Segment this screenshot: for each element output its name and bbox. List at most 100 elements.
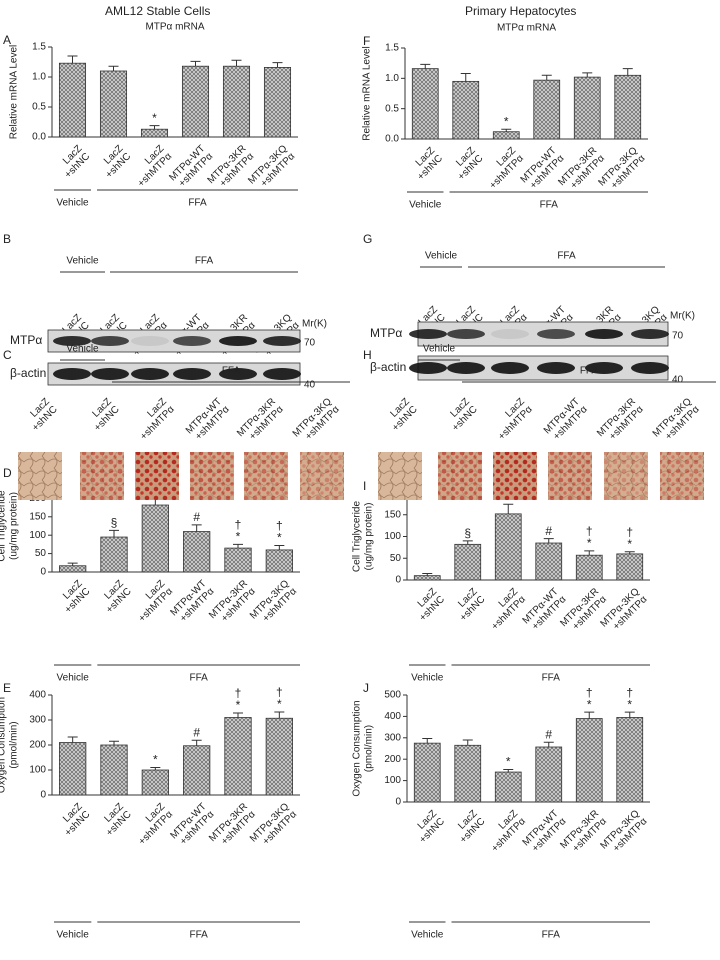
group-label: Vehicle	[57, 930, 90, 941]
lane-label: LacZ+shMTPα	[490, 808, 529, 854]
significance-mark: *	[504, 114, 509, 128]
bar	[454, 543, 482, 581]
group-label: Vehicle	[66, 256, 99, 267]
significance-mark: *	[152, 111, 157, 125]
bar	[494, 513, 522, 581]
lane-label: LacZ+shNC	[456, 808, 487, 845]
lane-label: MTPα-3KR+shMTPα	[558, 586, 609, 632]
bar	[573, 76, 601, 140]
bar	[494, 771, 522, 803]
lane-label: LacZ+shNC	[414, 145, 445, 182]
blot-band	[491, 329, 529, 339]
lane-label: MTPα-3KQ+shMTPα	[248, 801, 299, 847]
lane-label: MTPα-3KR+shMTPα	[235, 396, 286, 442]
error-bar	[67, 736, 78, 743]
error-bar	[460, 72, 471, 82]
panel-letter: J	[363, 681, 369, 695]
bar	[575, 718, 603, 803]
blot-band	[91, 336, 129, 346]
bar	[58, 62, 87, 138]
bar	[59, 565, 87, 573]
blot-row-label: β-actin	[10, 366, 46, 380]
y-tick-label: 0	[395, 575, 401, 586]
bar	[265, 717, 293, 796]
bar	[492, 131, 520, 140]
y-axis-label: Oxygen Consumption	[352, 700, 363, 796]
lane-label: MTPα-WT+shMTPα	[521, 808, 569, 854]
lane-label: LacZ+shNC	[388, 396, 419, 433]
stain-lipid	[300, 452, 344, 500]
blot-band	[631, 329, 669, 339]
lane-label: MTPα-3KQ+shMTPα	[248, 578, 299, 624]
y-axis-label: Oxygen Consumption	[0, 697, 8, 793]
lane-label: LacZ+shMTPα	[136, 143, 175, 189]
lane-label: MTPα-3KR+shMTPα	[207, 801, 258, 847]
y-tick-label: 0.5	[32, 102, 46, 113]
significance-mark: #	[545, 727, 552, 741]
significance-mark: *	[236, 698, 241, 712]
lane-label: MTPα-WT+shMTPα	[542, 396, 590, 442]
y-tick-label: 200	[384, 754, 401, 765]
blot-band	[173, 368, 211, 380]
mw-marker: 40	[304, 380, 316, 391]
error-bar	[543, 741, 554, 748]
blot-band	[131, 368, 169, 380]
significance-mark: *	[627, 697, 632, 711]
bar	[222, 65, 251, 138]
blot-band	[131, 336, 169, 346]
y-tick-label: 1.5	[32, 42, 46, 53]
significance-mark: *	[277, 531, 282, 545]
lane-label: LacZ+shNC	[448, 396, 479, 433]
error-bar	[624, 551, 635, 554]
error-bar	[149, 125, 160, 130]
blot-row-label: MTPα	[370, 326, 402, 340]
y-axis-label: (ug/mg protein)	[9, 492, 20, 560]
y-tick-label: 0.0	[32, 132, 46, 143]
bar	[141, 769, 169, 796]
bar	[411, 68, 439, 140]
y-tick-label: 0	[40, 567, 46, 578]
significance-mark: *	[277, 697, 282, 711]
blot-band	[91, 368, 129, 380]
error-bar	[191, 524, 202, 532]
bar	[224, 547, 252, 573]
blot-band	[219, 368, 257, 380]
y-tick-label: 0.5	[385, 103, 399, 114]
y-axis-label: (pmol/min)	[364, 725, 375, 772]
error-bar	[109, 529, 119, 538]
lane-label: LacZ+shNC	[456, 586, 487, 623]
significance-mark: †	[276, 519, 283, 533]
bar	[181, 65, 210, 138]
bar	[616, 717, 644, 803]
bar	[452, 80, 480, 140]
bar	[263, 67, 292, 138]
bar	[575, 554, 603, 581]
error-bar	[622, 68, 633, 76]
y-axis-label: Cell Triglyceride	[352, 500, 363, 572]
lane-label: MTPα-3KR+shMTPα	[207, 578, 258, 624]
blot-band	[409, 362, 447, 374]
y-tick-label: 1.0	[385, 73, 399, 84]
lane-label: MTPα-WT+shMTPα	[184, 396, 232, 442]
panel-letter: G	[363, 232, 372, 246]
group-label: FFA	[189, 673, 208, 684]
lane-label: MTPα-WT+shMTPα	[519, 145, 567, 191]
group-label: FFA	[580, 366, 599, 377]
y-axis-label: (ug/mg protein)	[364, 503, 375, 571]
error-bar	[584, 550, 595, 556]
blot-band	[173, 336, 211, 346]
group-label: Vehicle	[411, 673, 444, 684]
y-tick-label: 150	[384, 509, 401, 520]
error-bar	[624, 711, 635, 718]
error-bar	[274, 545, 285, 550]
lane-label: MTPα-3KQ+shMTPα	[651, 396, 702, 442]
mw-label: Mr(K)	[670, 311, 695, 322]
y-tick-label: 100	[384, 531, 401, 542]
significance-mark: §	[464, 526, 471, 540]
panel-letter: C	[3, 348, 12, 362]
lane-label: MTPα-3KR+shMTPα	[558, 808, 609, 854]
group-label: Vehicle	[409, 200, 442, 211]
mw-marker: 70	[672, 331, 684, 342]
bar	[99, 70, 128, 138]
group-label: FFA	[542, 930, 561, 941]
